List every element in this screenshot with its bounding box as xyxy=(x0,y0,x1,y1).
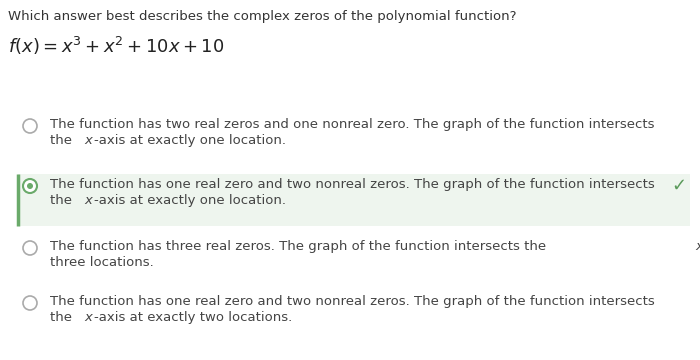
Text: x: x xyxy=(84,311,92,324)
Text: ✓: ✓ xyxy=(671,177,686,195)
Text: The function has three real zeros. The graph of the function intersects the: The function has three real zeros. The g… xyxy=(50,240,550,253)
Text: x: x xyxy=(696,240,700,253)
FancyBboxPatch shape xyxy=(18,174,690,226)
Text: the: the xyxy=(50,134,76,147)
Text: The function has one real zero and two nonreal zeros. The graph of the function : The function has one real zero and two n… xyxy=(50,295,655,308)
Text: $f(x) = x^3 + x^2 + 10x + 10$: $f(x) = x^3 + x^2 + 10x + 10$ xyxy=(8,35,225,57)
Text: x: x xyxy=(84,194,92,207)
Text: -axis at exactly one location.: -axis at exactly one location. xyxy=(94,134,286,147)
Text: -axis at exactly one location.: -axis at exactly one location. xyxy=(94,194,286,207)
Text: -axis at exactly two locations.: -axis at exactly two locations. xyxy=(94,311,293,324)
Text: three locations.: three locations. xyxy=(50,256,154,269)
Text: the: the xyxy=(50,311,76,324)
Circle shape xyxy=(23,119,37,133)
Text: Which answer best describes the complex zeros of the polynomial function?: Which answer best describes the complex … xyxy=(8,10,517,23)
Circle shape xyxy=(27,183,33,189)
Circle shape xyxy=(23,179,37,193)
Circle shape xyxy=(23,296,37,310)
Text: x: x xyxy=(84,134,92,147)
Text: The function has one real zero and two nonreal zeros. The graph of the function : The function has one real zero and two n… xyxy=(50,178,655,191)
Circle shape xyxy=(23,241,37,255)
Text: the: the xyxy=(50,194,76,207)
Text: The function has two real zeros and one nonreal zero. The graph of the function : The function has two real zeros and one … xyxy=(50,118,655,131)
